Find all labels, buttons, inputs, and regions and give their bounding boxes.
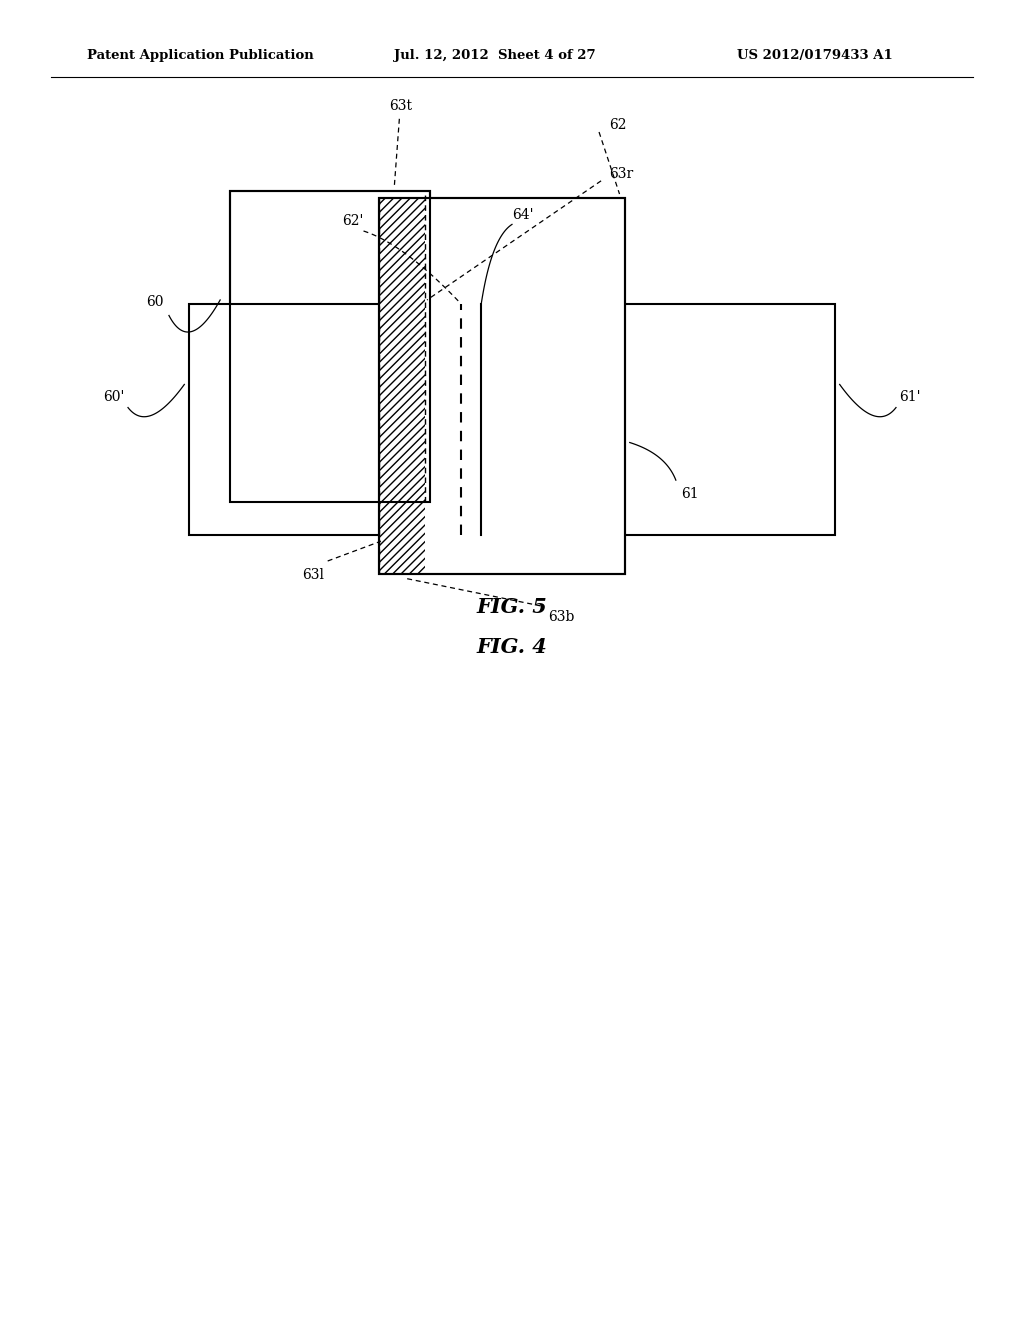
Bar (379, 198, 625, 574)
Bar (379, 198, 425, 574)
Text: Patent Application Publication: Patent Application Publication (87, 49, 313, 62)
Text: FIG. 5: FIG. 5 (476, 597, 548, 618)
Bar (379, 198, 625, 574)
Text: FIG. 4: FIG. 4 (476, 636, 548, 657)
Text: US 2012/0179433 A1: US 2012/0179433 A1 (737, 49, 893, 62)
Bar (189, 304, 835, 535)
Text: 61: 61 (681, 487, 698, 500)
Bar (230, 191, 430, 502)
Text: 61': 61' (899, 389, 921, 404)
Text: 63l: 63l (302, 568, 324, 582)
Text: 63t: 63t (389, 99, 412, 112)
Bar (230, 191, 430, 502)
Text: 62: 62 (609, 119, 627, 132)
Text: 62': 62' (342, 214, 364, 228)
Text: 63b: 63b (548, 610, 574, 624)
Text: 60: 60 (146, 294, 164, 309)
Text: 63r: 63r (609, 168, 634, 181)
Text: Jul. 12, 2012  Sheet 4 of 27: Jul. 12, 2012 Sheet 4 of 27 (394, 49, 596, 62)
Text: 60': 60' (103, 389, 125, 404)
Text: 64': 64' (512, 207, 534, 222)
